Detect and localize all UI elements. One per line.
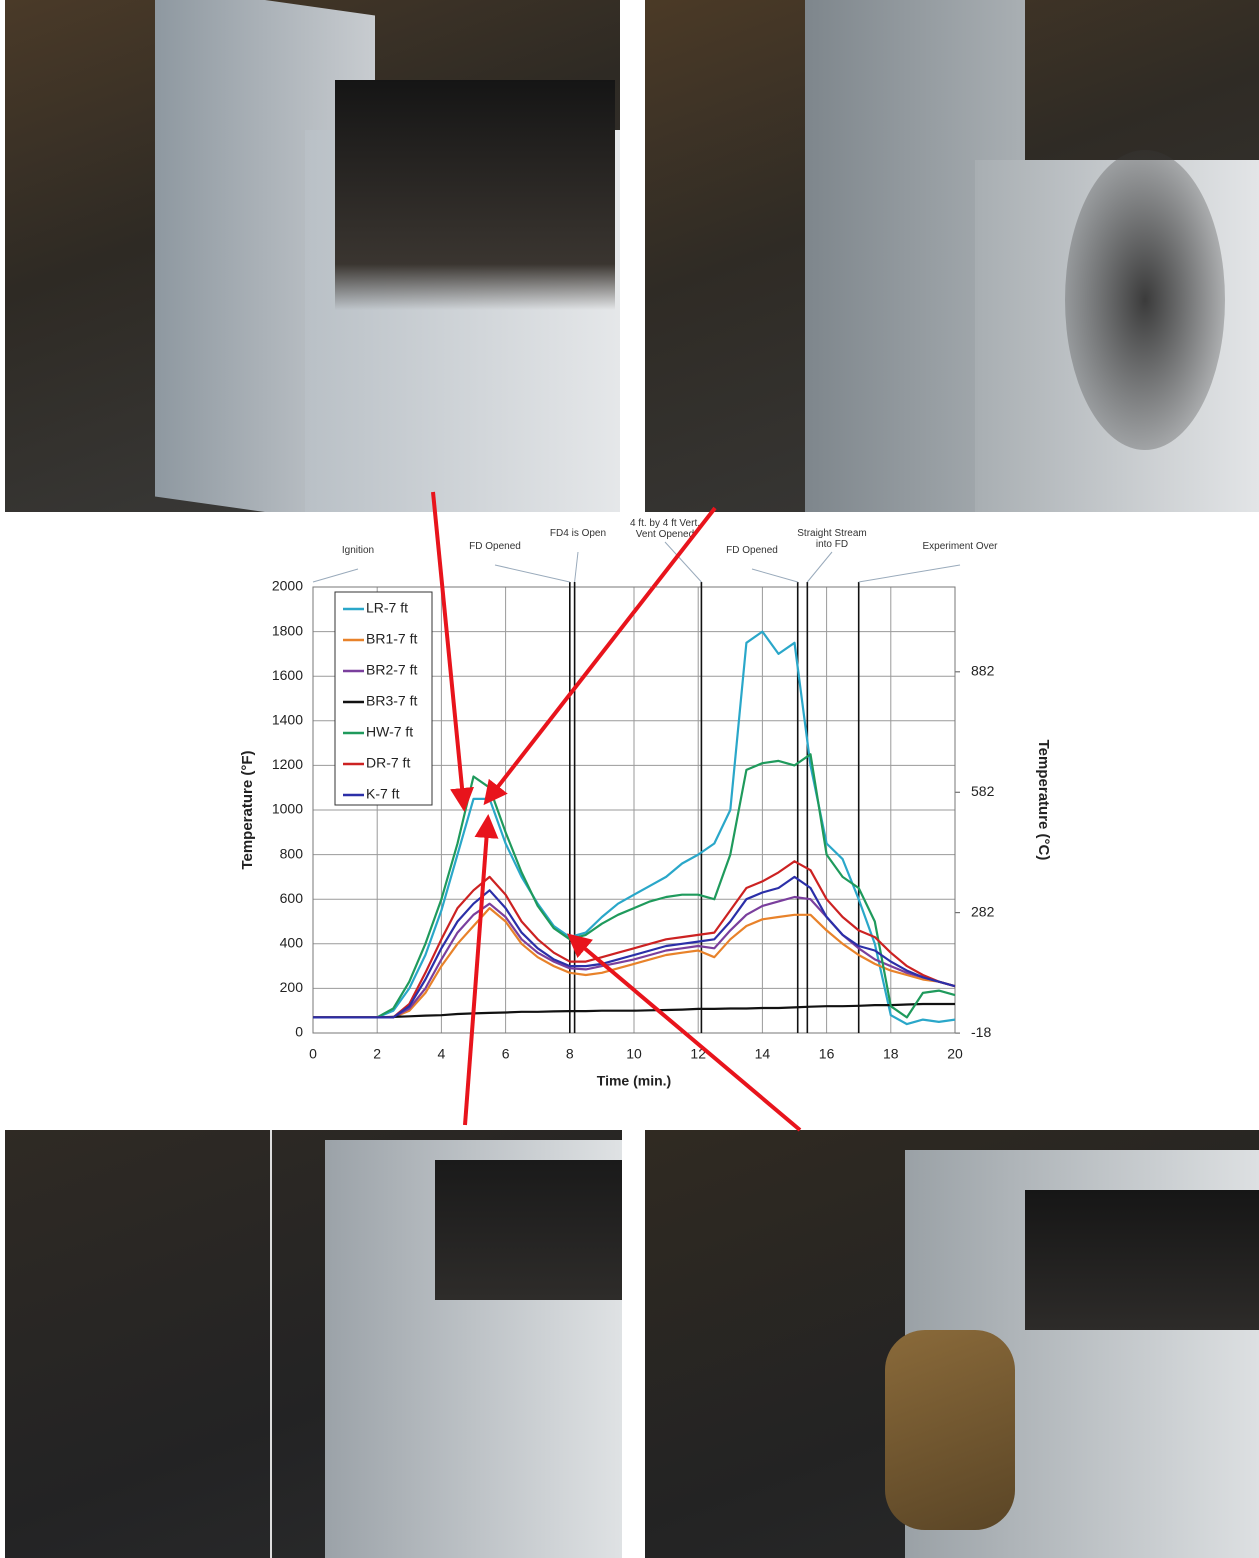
event-label: 4 ft. by 4 ft Vert. Vent Opened — [629, 518, 701, 540]
x-tick-label: 18 — [883, 1046, 899, 1062]
y2-tick-label: 882 — [971, 663, 995, 679]
legend-label: K-7 ft — [366, 786, 400, 802]
x-tick-label: 20 — [947, 1046, 963, 1062]
event-leader — [574, 551, 579, 583]
series-line — [313, 907, 956, 1019]
y-tick-label: 2000 — [272, 578, 303, 594]
x-tick-label: 10 — [626, 1046, 642, 1062]
photo — [5, 1130, 622, 1558]
event-leader — [664, 541, 702, 583]
legend-box — [334, 591, 433, 806]
arrow — [483, 506, 717, 806]
y-tick-label: 0 — [295, 1024, 303, 1040]
series-line — [313, 1002, 955, 1019]
y-tick-label: 1000 — [272, 801, 303, 817]
event-label: Straight Stream into FD — [797, 528, 867, 550]
legend-label: HW-7 ft — [366, 724, 413, 740]
y-tick-label: 400 — [280, 935, 304, 951]
event-leader — [494, 564, 570, 583]
y2-tick-label: 282 — [971, 903, 995, 919]
divider — [270, 1130, 272, 1558]
arrow — [463, 814, 499, 1126]
x-tick-label: 8 — [566, 1046, 574, 1062]
y-tick-label: 200 — [280, 979, 304, 995]
photo — [645, 1130, 1259, 1558]
x-tick-label: 14 — [755, 1046, 771, 1062]
event-leader — [806, 551, 833, 583]
plot-frame — [312, 586, 956, 1034]
legend-label: LR-7 ft — [366, 600, 408, 616]
soot — [435, 1160, 622, 1300]
photo — [5, 0, 620, 512]
y-tick-label: 1800 — [272, 622, 303, 638]
x-tick-label: 16 — [819, 1046, 835, 1062]
y2-tick-label: 582 — [971, 783, 995, 799]
y-axis-title: Temperature (°F) — [239, 750, 256, 869]
event-label: FD Opened — [726, 545, 778, 556]
soot — [1025, 1190, 1259, 1330]
legend-label: BR1-7 ft — [366, 631, 417, 647]
series-line — [313, 630, 956, 1026]
y2-tick-label: -18 — [971, 1024, 991, 1040]
smoke — [1065, 150, 1225, 450]
soot — [335, 80, 615, 310]
photo — [645, 0, 1259, 512]
event-label: FD4 is Open — [549, 528, 607, 539]
legend-label: BR2-7 ft — [366, 662, 417, 678]
x-tick-label: 6 — [502, 1046, 510, 1062]
series-line — [313, 753, 956, 1019]
legend-label: BR3-7 ft — [366, 693, 417, 709]
series-line — [313, 860, 956, 1019]
x-tick-label: 2 — [373, 1046, 381, 1062]
y-tick-label: 1200 — [272, 756, 303, 772]
x-axis-title: Time (min.) — [597, 1073, 671, 1089]
event-leader — [751, 568, 798, 583]
y-tick-label: 800 — [280, 845, 304, 861]
event-leader — [858, 564, 961, 583]
event-label: Experiment Over — [922, 541, 998, 552]
x-tick-label: 0 — [309, 1046, 317, 1062]
y2-axis-title: Temperature (°C) — [1035, 740, 1052, 861]
y-tick-label: 1600 — [272, 667, 303, 683]
x-tick-label: 4 — [438, 1046, 446, 1062]
y-tick-label: 1400 — [272, 712, 303, 728]
event-label: Ignition — [341, 545, 375, 556]
series-line — [313, 875, 956, 1019]
event-label: FD Opened — [469, 541, 521, 552]
arrow — [431, 491, 474, 812]
y-tick-label: 600 — [280, 890, 304, 906]
arrow — [566, 933, 802, 1132]
firefighter — [885, 1330, 1015, 1530]
event-leader — [312, 568, 359, 583]
legend-label: DR-7 ft — [366, 755, 410, 771]
